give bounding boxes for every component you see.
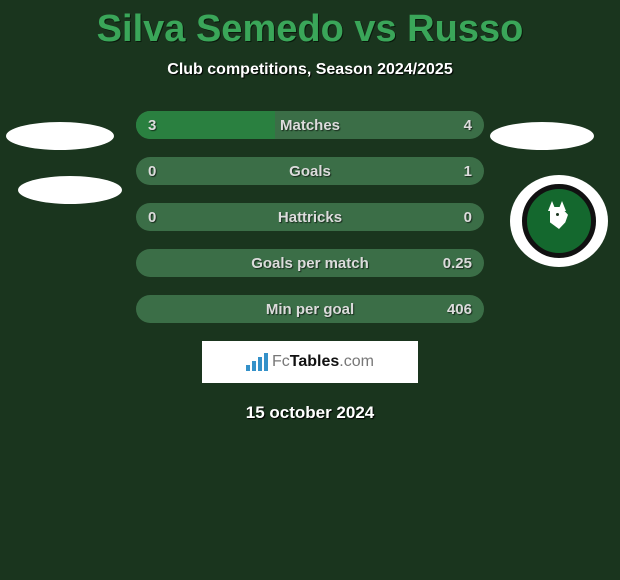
stat-left-seg — [136, 111, 275, 139]
stat-right-value: 0 — [464, 203, 472, 231]
stat-left-value: 0 — [148, 157, 156, 185]
stat-row: Hattricks0 0 — [136, 203, 484, 231]
stat-row: Goals per match0.25 — [136, 249, 484, 277]
crest-ring — [522, 184, 596, 258]
stats-bars: Matches34Goals01Hattricks00Goals per mat… — [136, 111, 484, 323]
stat-label: Hattricks — [136, 203, 484, 231]
stat-left-value: 0 — [148, 203, 156, 231]
stat-row: Goals0 1 — [136, 157, 484, 185]
stat-label: Min per goal — [136, 295, 484, 323]
club-crest — [510, 175, 608, 267]
stat-right-value: 4 — [464, 111, 472, 139]
bar-chart-icon — [246, 353, 268, 371]
stat-row: Matches34 — [136, 111, 484, 139]
stat-right-value: 1 — [464, 157, 472, 185]
stat-label: Goals per match — [136, 249, 484, 277]
decor-ellipse — [490, 122, 594, 150]
brand-box: FcTables.com — [202, 341, 418, 383]
stat-label: Goals — [136, 157, 484, 185]
page-subtitle: Club competitions, Season 2024/2025 — [0, 61, 620, 79]
stat-right-value: 0.25 — [443, 249, 472, 277]
date-label: 15 october 2024 — [0, 403, 620, 423]
wolf-icon — [542, 201, 576, 241]
brand-text: FcTables.com — [272, 353, 374, 371]
decor-ellipse — [6, 122, 114, 150]
stat-row: Min per goal406 — [136, 295, 484, 323]
stat-right-value: 406 — [447, 295, 472, 323]
page-title: Silva Semedo vs Russo — [0, 0, 620, 51]
decor-ellipse — [18, 176, 122, 204]
